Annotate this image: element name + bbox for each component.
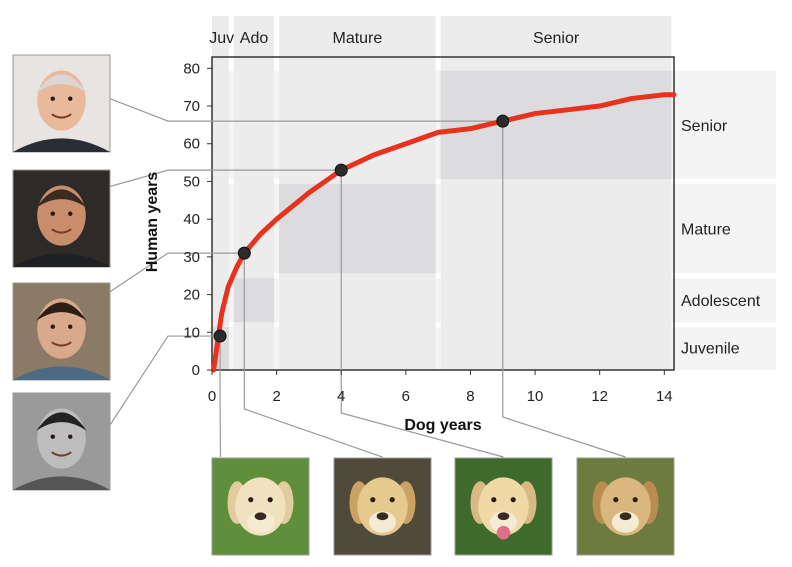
- shirt-shape: [13, 366, 110, 380]
- connector-human-line: [109, 335, 221, 426]
- y-tick-label: 10: [183, 324, 200, 341]
- smile-shape: [51, 113, 72, 119]
- plot-frame: [211, 56, 675, 371]
- y-tick-label: 20: [183, 287, 200, 304]
- data-point: [496, 114, 510, 128]
- dog-nose: [376, 512, 389, 521]
- y-tick-label: 60: [183, 136, 200, 153]
- connector-human-line: [109, 169, 342, 188]
- connector-dog-line: [502, 121, 626, 458]
- y-tick-label: 80: [183, 60, 200, 77]
- connector-dog-line: [243, 253, 383, 458]
- x-tick-label: 10: [527, 388, 544, 405]
- dog-nose: [619, 512, 632, 521]
- human-mature-photo: [12, 169, 111, 268]
- human-juvenile-photo: [12, 392, 111, 491]
- eye-left: [50, 434, 55, 439]
- data-point: [213, 329, 227, 343]
- human-stage-label-senior: Senior: [681, 118, 728, 135]
- dog-stage-label-mature: Mature: [332, 30, 382, 47]
- y-tick-label: 70: [183, 98, 200, 115]
- hair-shape: [36, 74, 87, 93]
- smile-shape: [51, 341, 72, 347]
- human-senior-photo: [12, 54, 111, 153]
- dog-tongue: [496, 525, 511, 540]
- x-tick-label: 8: [466, 388, 474, 405]
- x-tick-label: 2: [272, 388, 280, 405]
- smile-shape: [51, 228, 72, 234]
- x-tick-label: 0: [208, 388, 216, 405]
- eye-right: [68, 211, 73, 216]
- axis-ticks: 0 2 4 6 8 10 12 14 0 10 20 30 40 50 60 70 80: [183, 60, 672, 405]
- dog-muzzle: [246, 511, 275, 533]
- dog-eye-right: [267, 497, 273, 503]
- stage-overlap-ado: [233, 278, 275, 323]
- dog-eye-right: [510, 497, 516, 503]
- dog-eye-left: [491, 497, 497, 503]
- photos: [12, 54, 675, 556]
- shirt-shape: [13, 138, 110, 152]
- eye-right: [68, 96, 73, 101]
- y-tick-label: 40: [183, 211, 200, 228]
- dog-muzzle: [611, 511, 640, 533]
- stage-overlap-senior: [440, 70, 672, 179]
- dog-nose: [497, 512, 510, 521]
- eye-right: [68, 434, 73, 439]
- x-tick-label: 14: [656, 388, 673, 405]
- shirt-shape: [13, 476, 110, 490]
- hair-shape: [36, 189, 87, 208]
- smile-shape: [51, 451, 72, 457]
- plot-border: [211, 56, 675, 371]
- dog-muzzle: [368, 511, 397, 533]
- y-tick-label: 50: [183, 173, 200, 190]
- dog-stage-label-senior: Senior: [533, 30, 580, 47]
- dog-stage-label-ado: Ado: [240, 30, 269, 47]
- data-point: [334, 163, 348, 177]
- hair-shape: [36, 302, 87, 321]
- connector-human-line: [109, 98, 503, 122]
- dog-eye-left: [370, 497, 376, 503]
- hair-shape: [36, 412, 87, 431]
- x-tick-label: 4: [337, 388, 345, 405]
- human-stage-band-juvenile: [212, 327, 776, 370]
- eye-left: [50, 96, 55, 101]
- dog-muzzle: [489, 511, 518, 533]
- dog-eye-left: [613, 497, 619, 503]
- curve-layer: [211, 92, 677, 373]
- connector-lines: [109, 98, 626, 458]
- stage-bands: [212, 16, 776, 370]
- dog-stage-label-juv: Juv: [209, 30, 234, 47]
- human-stage-band-adolescent: [212, 278, 776, 323]
- eye-right: [68, 324, 73, 329]
- human-adolescent-photo: [12, 282, 111, 381]
- dog-mature-photo: [454, 457, 553, 556]
- connector-human-line: [109, 252, 245, 293]
- dog-eye-left: [248, 497, 254, 503]
- eye-left: [50, 324, 55, 329]
- stage-labels: Juv Ado Mature Senior Juvenile Adolescent Matu…: [209, 30, 760, 357]
- eye-left: [50, 211, 55, 216]
- y-tick-label: 0: [192, 362, 200, 379]
- connector-dog-line: [340, 170, 504, 458]
- x-axis-title: Dog years: [404, 417, 481, 434]
- dog-nose: [254, 512, 267, 521]
- dog-eye-right: [389, 497, 395, 503]
- human-stage-label-mature: Mature: [681, 222, 731, 239]
- dog-eye-right: [632, 497, 638, 503]
- x-tick-label: 12: [591, 388, 608, 405]
- x-tick-label: 6: [402, 388, 410, 405]
- shirt-shape: [13, 253, 110, 267]
- dog-adolescent-photo: [333, 457, 432, 556]
- data-point: [237, 246, 251, 260]
- human-stage-label-adolescent: Adolescent: [681, 293, 761, 310]
- y-axis-title: Human years: [144, 172, 161, 273]
- human-stage-label-juvenile: Juvenile: [681, 340, 740, 357]
- dog-juvenile-photo: [211, 457, 310, 556]
- y-tick-label: 30: [183, 249, 200, 266]
- dog-senior-photo: [576, 457, 675, 556]
- age-curve-line: [211, 92, 677, 373]
